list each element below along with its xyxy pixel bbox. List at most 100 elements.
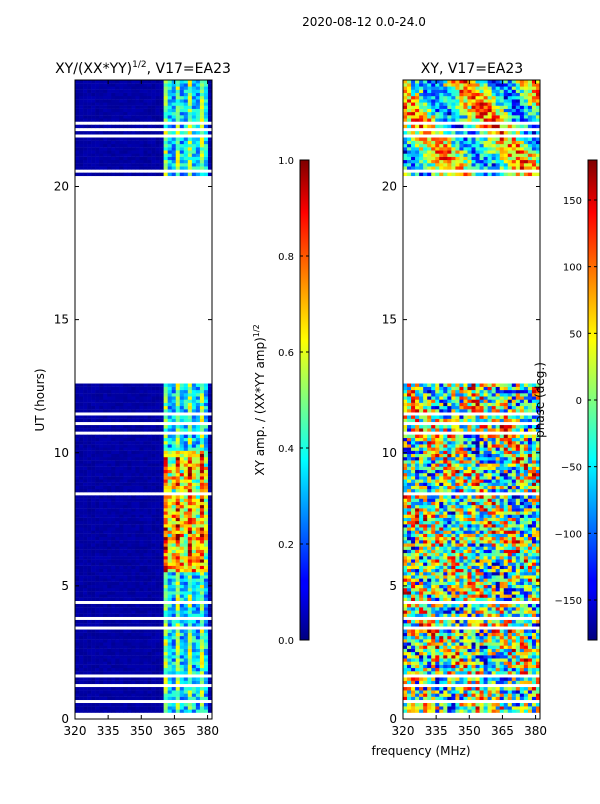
heatmap-cell: [83, 543, 87, 546]
heatmap-cell: [144, 578, 148, 581]
left-ylabel: UT (hours): [33, 368, 47, 431]
heatmap-cell: [99, 150, 103, 153]
heatmap-cell: [99, 83, 103, 86]
heatmap-cell: [95, 677, 99, 680]
heatmap-cell: [188, 633, 192, 636]
heatmap-cell: [135, 138, 139, 141]
heatmap-cell: [83, 403, 87, 406]
heatmap-cell: [144, 649, 148, 652]
heatmap-cell: [95, 559, 99, 562]
heatmap-cell: [127, 668, 131, 671]
heatmap-cell: [83, 106, 87, 109]
heatmap-cell: [196, 578, 200, 581]
heatmap-cell: [188, 467, 192, 470]
heatmap-cell: [103, 556, 107, 559]
heatmap-cell: [427, 668, 431, 671]
heatmap-cell: [87, 614, 91, 617]
heatmap-cell: [467, 697, 471, 700]
heatmap-cell: [204, 607, 208, 610]
heatmap-cell: [204, 166, 208, 169]
heatmap-cell: [135, 166, 139, 169]
heatmap-cell: [135, 620, 139, 623]
heatmap-cell: [123, 483, 127, 486]
heatmap-cell: [83, 508, 87, 511]
heatmap-cell: [196, 400, 200, 403]
heatmap-cell: [95, 620, 99, 623]
heatmap-cell: [415, 649, 419, 652]
heatmap-cell: [164, 572, 168, 575]
heatmap-cell: [103, 441, 107, 444]
heatmap-cell: [83, 540, 87, 543]
heatmap-cell: [83, 697, 87, 700]
heatmap-cell: [192, 425, 196, 428]
heatmap-cell: [188, 655, 192, 658]
heatmap-cell: [99, 115, 103, 118]
heatmap-cell: [172, 639, 176, 642]
heatmap-cell: [176, 703, 180, 706]
heatmap-cell: [115, 582, 119, 585]
heatmap-cell: [87, 642, 91, 645]
heatmap-cell: [164, 550, 168, 553]
heatmap-cell: [176, 562, 180, 565]
heatmap-cell: [431, 655, 435, 658]
heatmap-cell: [111, 518, 115, 521]
heatmap-cell: [95, 610, 99, 613]
heatmap-cell: [107, 693, 111, 696]
heatmap-cell: [164, 451, 168, 454]
heatmap-cell: [484, 677, 488, 680]
heatmap-cell: [439, 706, 443, 709]
heatmap-cell: [99, 569, 103, 572]
heatmap-cell: [135, 150, 139, 153]
heatmap-cell: [95, 479, 99, 482]
heatmap-cell: [172, 521, 176, 524]
heatmap-cell: [131, 562, 135, 565]
heatmap-cell: [148, 473, 152, 476]
heatmap-cell: [119, 99, 123, 102]
heatmap-cell: [139, 623, 143, 626]
heatmap-cell: [91, 540, 95, 543]
heatmap-cell: [455, 709, 459, 712]
heatmap-cell: [472, 636, 476, 639]
heatmap-cell: [196, 393, 200, 396]
heatmap-cell: [119, 620, 123, 623]
heatmap-cell: [188, 157, 192, 160]
heatmap-cell: [204, 406, 208, 409]
heatmap-cell: [160, 390, 164, 393]
heatmap-cell: [135, 428, 139, 431]
heatmap-cell: [135, 476, 139, 479]
heatmap-cell: [512, 646, 516, 649]
heatmap-cell: [156, 693, 160, 696]
heatmap-cell: [135, 515, 139, 518]
heatmap-cell: [107, 118, 111, 121]
heatmap-cell: [131, 425, 135, 428]
heatmap-cell: [123, 83, 127, 86]
heatmap-cell: [484, 693, 488, 696]
heatmap-cell: [99, 572, 103, 575]
heatmap-cell: [139, 607, 143, 610]
heatmap-cell: [135, 419, 139, 422]
heatmap-cell: [152, 96, 156, 99]
heatmap-cell: [532, 633, 536, 636]
heatmap-cell: [403, 636, 407, 639]
heatmap-cell: [508, 623, 512, 626]
heatmap-cell: [156, 479, 160, 482]
heatmap-cell: [419, 639, 423, 642]
heatmap-cell: [79, 633, 83, 636]
heatmap-cell: [131, 83, 135, 86]
heatmap-cell: [156, 591, 160, 594]
heatmap-cell: [204, 90, 208, 93]
heatmap-cell: [135, 681, 139, 684]
heatmap-cell: [532, 697, 536, 700]
heatmap-cell: [103, 106, 107, 109]
heatmap-cell: [135, 511, 139, 514]
heatmap-cell: [135, 697, 139, 700]
heatmap-cell: [99, 531, 103, 534]
heatmap-cell: [439, 623, 443, 626]
heatmap-cell: [496, 630, 500, 633]
heatmap-cell: [484, 630, 488, 633]
heatmap-cell: [463, 690, 467, 693]
heatmap-cell: [472, 697, 476, 700]
heatmap-cell: [87, 393, 91, 396]
heatmap-cell: [192, 697, 196, 700]
heatmap-cell: [419, 642, 423, 645]
